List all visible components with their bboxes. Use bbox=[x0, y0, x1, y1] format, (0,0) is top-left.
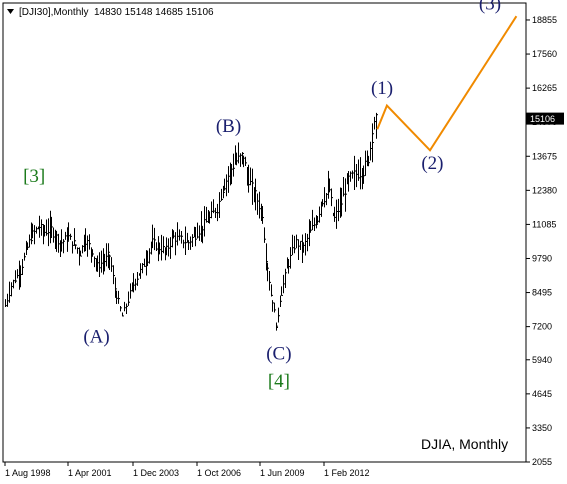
x-tick-label: 1 Apr 2001 bbox=[68, 468, 112, 478]
y-tick-label: 7200 bbox=[532, 322, 552, 332]
x-tick-label: 1 Feb 2012 bbox=[324, 468, 370, 478]
y-tick-label: 2055 bbox=[532, 457, 552, 467]
x-tick-label: 1 Oct 2006 bbox=[197, 468, 241, 478]
label-layer: [3] (A) (B) (C) [4] (1) (2) (3) bbox=[23, 0, 501, 392]
current-price-label: 15106 bbox=[530, 114, 555, 124]
y-tick-label: 8495 bbox=[532, 288, 552, 298]
x-tick-label: 1 Aug 1998 bbox=[5, 468, 51, 478]
wave-label: (C) bbox=[266, 344, 291, 365]
wave-label: (2) bbox=[421, 153, 443, 174]
chart-watermark: DJIA, Monthly bbox=[421, 436, 508, 452]
y-tick-label: 4645 bbox=[532, 389, 552, 399]
x-tick-label: 1 Dec 2003 bbox=[133, 468, 179, 478]
wave-label: (B) bbox=[216, 116, 241, 137]
y-tick-label: 11085 bbox=[532, 219, 556, 229]
axis-layer: 2055 3350 4645 5940 7200 8495 9790 11085 12380 13… bbox=[2, 2, 564, 478]
y-tick-label: 17560 bbox=[532, 49, 557, 59]
chart-symbol: [DJI30],Monthly bbox=[19, 7, 88, 18]
plot-layer bbox=[5, 15, 518, 331]
wave-label: [3] bbox=[23, 166, 45, 187]
wave-label: (A) bbox=[83, 326, 109, 347]
y-tick-label: 5940 bbox=[532, 355, 552, 365]
x-tick-label: 1 Jun 2009 bbox=[260, 468, 305, 478]
triangle-down-icon[interactable] bbox=[7, 9, 14, 14]
y-tick-label: 9790 bbox=[532, 253, 552, 263]
y-tick-label: 13675 bbox=[532, 151, 557, 161]
chart-ohlc: 14830 15148 14685 15106 bbox=[94, 7, 214, 18]
wave-label: (3) bbox=[479, 0, 501, 15]
y-tick-label: 3350 bbox=[532, 423, 552, 433]
y-tick-label: 12380 bbox=[532, 185, 557, 195]
y-tick-label: 16265 bbox=[532, 83, 557, 93]
y-tick-label: 18855 bbox=[532, 15, 557, 25]
forecast-line bbox=[376, 15, 518, 152]
current-price-tag bbox=[526, 112, 564, 125]
wave-label: [4] bbox=[268, 371, 290, 392]
wave-label: (1) bbox=[371, 78, 393, 99]
plot-frame bbox=[2, 2, 527, 463]
